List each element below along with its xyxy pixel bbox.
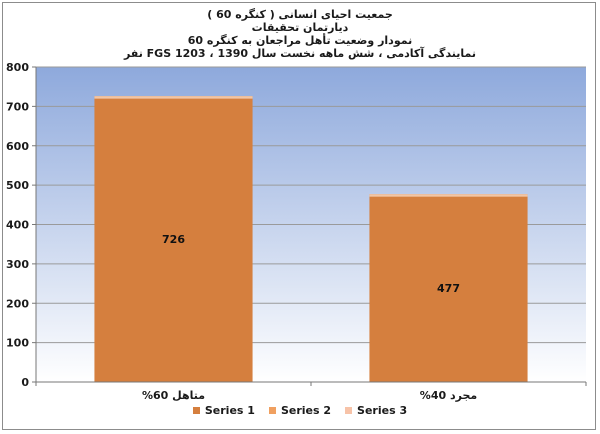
y-tick-label: 0 [21,376,29,389]
legend-swatch-series-1 [192,407,200,414]
y-tick-label: 300 [6,258,29,271]
legend-label-series-2: Series 2 [280,404,332,417]
y-tick-label: 600 [6,140,29,153]
legend-item-series-3: Series 3 [345,404,407,417]
y-tick-label: 400 [6,219,29,232]
bar-top-edge [369,194,528,197]
bar [94,96,253,382]
x-axis: متاهل 60% مجرد 40% [35,381,587,402]
legend-item-series-1: Series 1 [192,404,255,417]
title-line-2: دیارتمان تحقیقات [251,21,349,34]
y-tick-label: 100 [6,337,29,350]
legend-swatch-series-3 [345,407,353,414]
legend-label-series-1: Series 1 [204,404,255,417]
title-line-3: نمودار وضعیت تأهل مراجعان به کنگره 60 [187,34,413,47]
data-label: 477 [437,282,460,295]
y-tick-label: 500 [6,179,29,192]
bars: 726 477 [94,96,528,382]
x-tick-label: متاهل 60% [142,389,205,402]
data-label: 726 [162,233,185,246]
bar-top-edge [94,96,253,99]
y-tick-label: 800 [6,61,29,74]
x-tick-label: مجرد 40% [420,389,477,402]
title-line-1: جمعیت احیای انسانی ( کنگره 60 ) [207,8,393,21]
legend: Series 1 Series 2 Series 3 [0,404,600,417]
legend-swatch-series-2 [268,407,276,414]
y-axis: 0 100 200 300 400 500 600 700 800 [6,61,37,389]
title-line-4: نمایندگی آکادمی ، شش ماهه نخست سال 1390 … [123,47,477,60]
legend-label-series-3: Series 3 [357,404,408,417]
chart-title: جمعیت احیای انسانی ( کنگره 60 ) دیارتمان… [0,8,600,60]
y-tick-label: 200 [6,297,29,310]
legend-item-series-2: Series 2 [268,404,332,417]
bar [369,194,528,382]
y-tick-label: 700 [6,100,29,113]
